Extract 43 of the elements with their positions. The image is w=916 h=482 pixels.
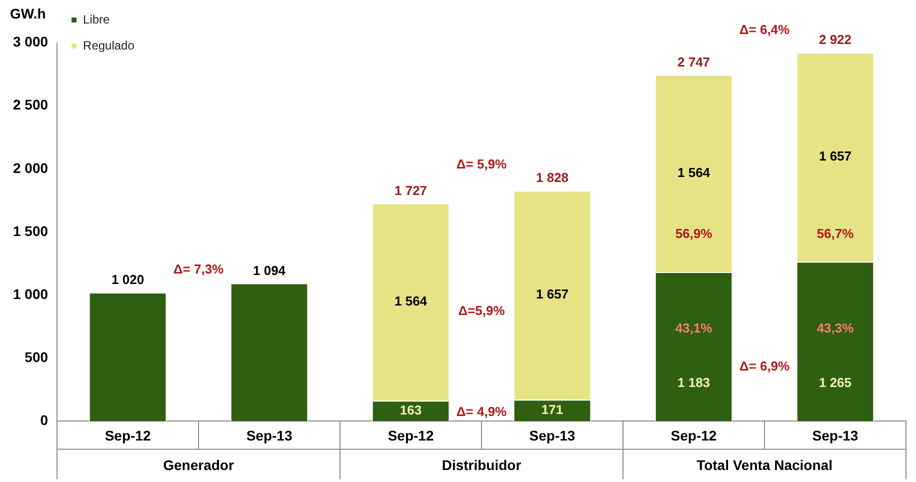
x-tick-label: Sep-12 <box>670 427 717 444</box>
annotation: 56,7% <box>816 226 854 242</box>
y-tick-label: 500 <box>24 348 48 365</box>
text: Total Venta Nacional <box>696 457 832 474</box>
total-label: 1 828 <box>536 170 569 186</box>
total-label: 1 727 <box>394 182 428 198</box>
x-tick-label: Sep-12 <box>104 427 151 444</box>
annotation: Δ= 6,9% <box>739 358 790 374</box>
annotation: 43,3% <box>816 320 854 336</box>
text: Generador <box>163 457 234 474</box>
y-tick-label: 2 500 <box>12 96 48 113</box>
legend-label: Regulado <box>83 38 135 52</box>
total-label: 1 094 <box>253 262 286 278</box>
annotation: Δ=5,9% <box>458 303 506 318</box>
x-tick-label: Sep-12 <box>388 427 434 444</box>
total-label: 2 922 <box>818 32 852 48</box>
data-label: 1 183 <box>677 374 710 390</box>
legend-label: Libre <box>83 12 110 26</box>
text: Δ= 6,4% <box>739 22 790 37</box>
data-label: 1 657 <box>536 286 569 302</box>
data-label: 1 657 <box>818 148 852 164</box>
y-tick-label: 2 000 <box>12 160 48 176</box>
total-label: 2 747 <box>677 54 710 70</box>
y-tick-label: 3 000 <box>12 34 48 50</box>
annotation: Δ= 7,3% <box>173 261 224 276</box>
x-tick-label: Sep-13 <box>529 427 576 444</box>
y-tick-label: 0 <box>40 412 48 428</box>
annotation: Δ= 4,9% <box>456 404 508 419</box>
annotation: 43,1% <box>675 320 713 336</box>
data-label: 1 265 <box>818 374 852 390</box>
y-tick-label: 1 000 <box>12 286 48 302</box>
data-label: 1 564 <box>677 164 711 180</box>
text: Distribuidor <box>442 457 522 474</box>
x-tick-label: Sep-13 <box>246 427 292 444</box>
annotation: Δ= 5,9% <box>456 156 508 172</box>
data-label: 171 <box>541 402 564 417</box>
annotation: 56,9% <box>675 226 713 242</box>
total-label: 1 020 <box>112 272 144 288</box>
y-axis-title: GW.h <box>10 5 46 22</box>
y-tick-label: 1 500 <box>12 222 48 239</box>
x-tick-label: Sep-13 <box>812 427 858 444</box>
data-label: 163 <box>400 402 422 418</box>
data-label: 1 564 <box>394 294 428 309</box>
